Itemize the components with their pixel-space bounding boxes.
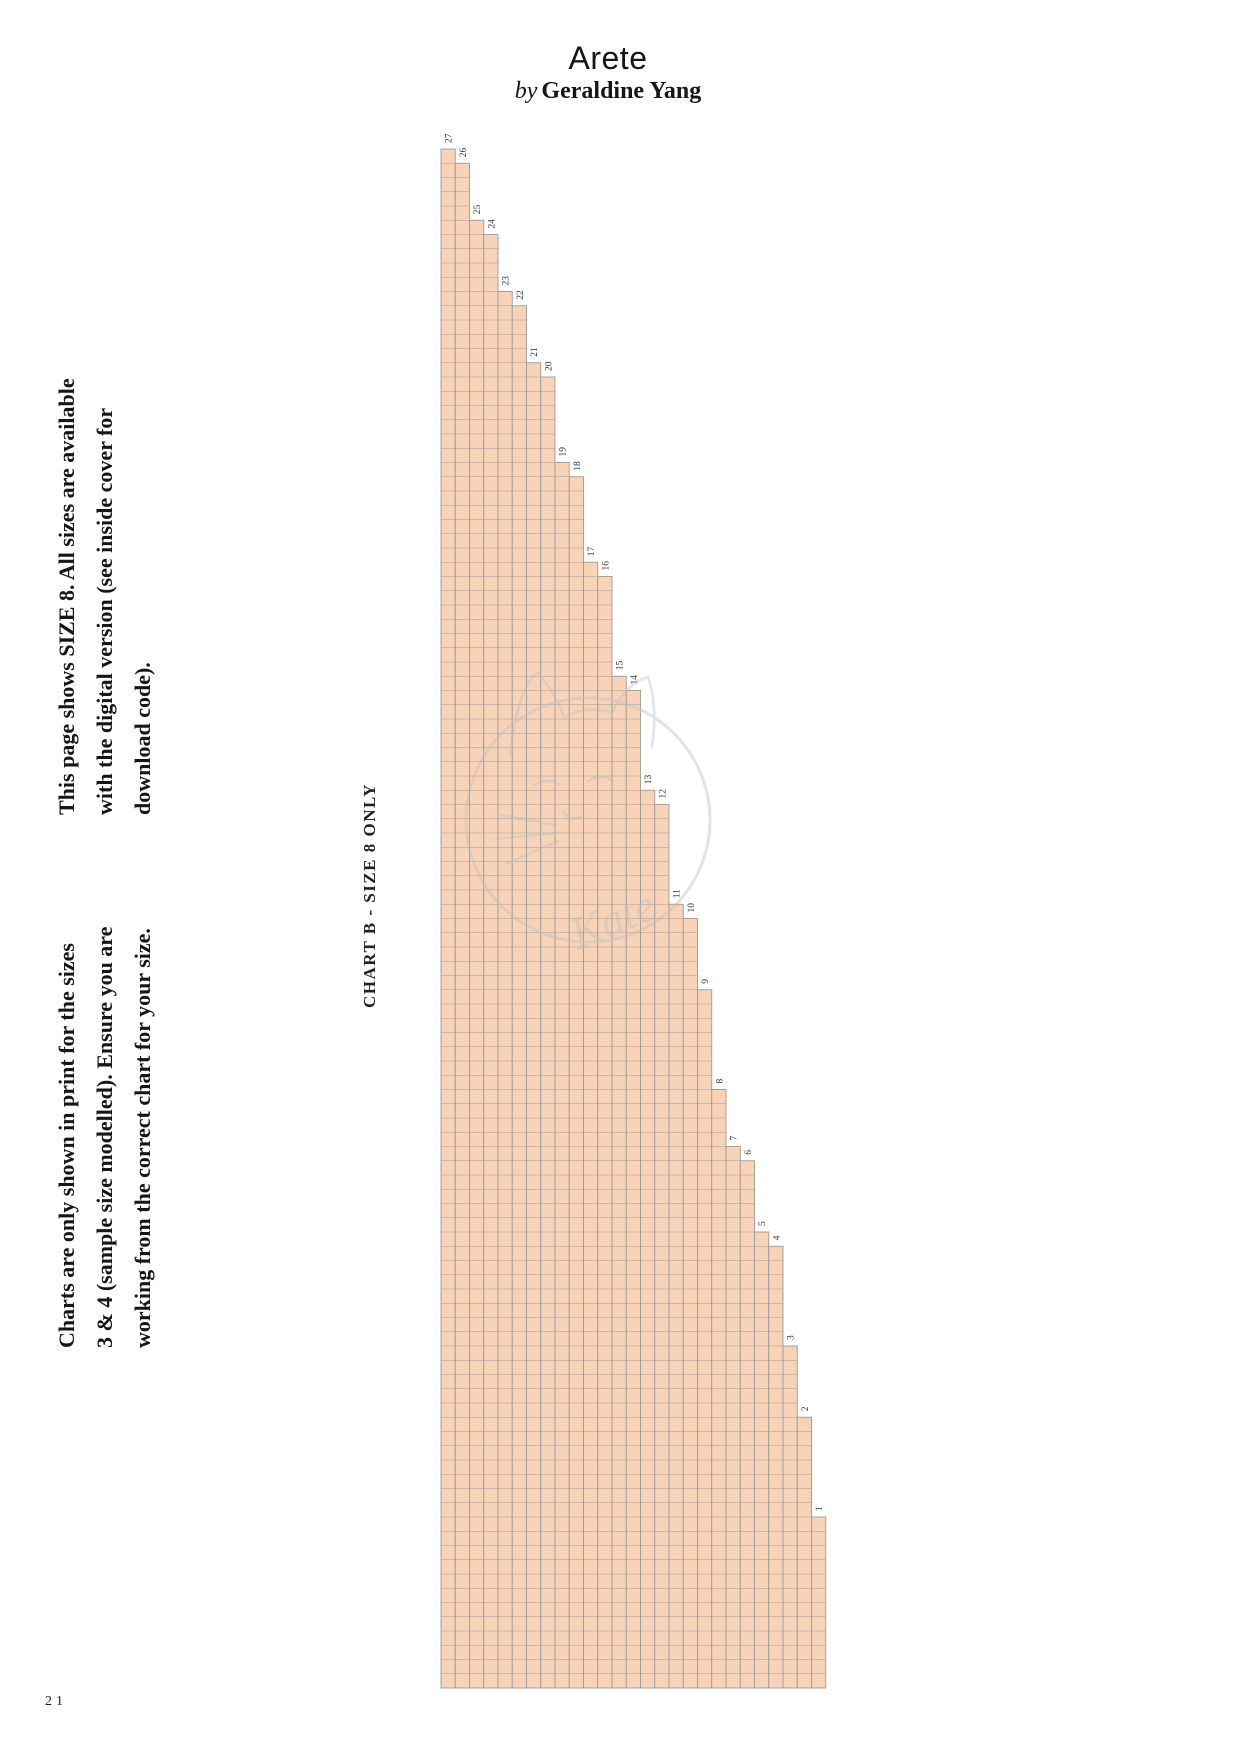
page-title: Arete bbox=[568, 40, 648, 76]
chart-grid-lines bbox=[612, 690, 627, 1675]
note-line: download code). bbox=[130, 662, 155, 815]
chart-grid-lines bbox=[597, 590, 612, 1675]
chart-grid-lines bbox=[455, 177, 470, 1675]
chart-column-label: 19 bbox=[559, 447, 569, 457]
chart-column bbox=[739, 1160, 755, 1689]
chart-column-label: 12 bbox=[658, 789, 668, 799]
chart-grid-lines bbox=[626, 704, 641, 1675]
note-line: with the digital version (see inside cov… bbox=[92, 407, 117, 815]
chart-column bbox=[668, 903, 684, 1689]
chart-caption: CHART B - SIZE 8 ONLY bbox=[360, 782, 379, 1008]
knitting-chart: 27 26 25 24 23 22 21 20 19 18 17 16 15 14 13 12 11 10 9 8 7 6… bbox=[433, 119, 835, 1704]
chart-column-label: 24 bbox=[487, 219, 497, 229]
chart-grid-lines bbox=[569, 490, 584, 1675]
chart-column-label: 5 bbox=[758, 1221, 768, 1226]
chart-grid-lines bbox=[555, 476, 570, 1675]
chart-column bbox=[469, 219, 485, 1689]
chart-grid-lines bbox=[512, 319, 527, 1675]
chart-column-label: 22 bbox=[516, 290, 526, 300]
chart-column bbox=[526, 362, 542, 1689]
byline-name: Geraldine Yang bbox=[541, 78, 702, 104]
chart-column-label: 18 bbox=[573, 461, 583, 471]
chart-grid-lines bbox=[669, 918, 684, 1675]
chart-column-label: 1 bbox=[815, 1506, 825, 1511]
chart-grid-lines bbox=[640, 804, 655, 1675]
note-line: 3 & 4 (sample size modelled). Ensure you… bbox=[92, 926, 117, 1348]
chart-column bbox=[611, 675, 627, 1689]
chart-column-label: 10 bbox=[687, 903, 697, 913]
chart-grid-lines bbox=[469, 234, 484, 1675]
byline-prefix: by bbox=[514, 78, 538, 104]
chart-grid-lines bbox=[498, 305, 513, 1675]
chart-grid-lines bbox=[783, 1359, 798, 1675]
chart-column-label: 8 bbox=[715, 1079, 725, 1084]
chart-grid-lines bbox=[797, 1431, 812, 1675]
note-line: This page shows SIZE 8. All sizes are av… bbox=[54, 378, 79, 815]
chart-column-label: 26 bbox=[459, 148, 469, 158]
chart-column-label: 11 bbox=[673, 889, 683, 898]
chart-column bbox=[568, 476, 584, 1689]
chart-column bbox=[697, 989, 713, 1689]
chart-column-label: 15 bbox=[616, 661, 626, 671]
chart-grid-lines bbox=[726, 1160, 741, 1675]
chart-column-label: 14 bbox=[630, 675, 640, 685]
chart-grid-lines bbox=[811, 1530, 826, 1675]
chart-column-label: 3 bbox=[787, 1335, 797, 1340]
byline: by Geraldine Yang bbox=[515, 78, 701, 105]
chart-column-label: 9 bbox=[701, 979, 711, 984]
chart-column-label: 13 bbox=[644, 775, 654, 785]
chart-column-label: 27 bbox=[445, 133, 455, 143]
chart-column-label: 6 bbox=[744, 1150, 754, 1155]
chart-column-label: 4 bbox=[772, 1235, 782, 1240]
chart-grid-lines bbox=[540, 390, 555, 1675]
chart-column bbox=[640, 789, 656, 1689]
note-line: Charts are only shown in print for the s… bbox=[54, 943, 79, 1348]
chart-grid-lines bbox=[754, 1245, 769, 1675]
note-print-sizes: Charts are only shown in print for the s… bbox=[48, 882, 162, 1348]
note-line: working from the correct chart for your … bbox=[130, 928, 155, 1348]
chart-column-label: 7 bbox=[730, 1136, 740, 1141]
note-size-availability: This page shows SIZE 8. All sizes are av… bbox=[48, 355, 162, 815]
chart-grid-lines bbox=[768, 1260, 783, 1675]
chart-grid-lines bbox=[483, 248, 498, 1675]
chart-column-label: 16 bbox=[601, 561, 611, 571]
chart-column bbox=[583, 561, 599, 1689]
chart-grid-lines bbox=[654, 818, 669, 1675]
chart-grid-lines bbox=[526, 376, 541, 1675]
chart-column bbox=[511, 305, 527, 1689]
chart-grid-lines bbox=[711, 1103, 726, 1675]
chart-column-label: 25 bbox=[473, 205, 483, 215]
chart-column-label: 17 bbox=[587, 547, 597, 557]
page-number: 21 bbox=[45, 1694, 67, 1709]
chart-column-label: 21 bbox=[530, 347, 540, 357]
chart-grid-lines bbox=[441, 162, 456, 1675]
chart-grid-lines bbox=[697, 1003, 712, 1675]
chart-column-label: 23 bbox=[502, 276, 512, 286]
chart-grid-lines bbox=[740, 1174, 755, 1675]
chart-column-label: 2 bbox=[801, 1406, 811, 1411]
chart-grid-lines bbox=[583, 576, 598, 1675]
chart-column bbox=[768, 1245, 784, 1689]
chart-column bbox=[454, 162, 470, 1689]
chart-column bbox=[796, 1416, 812, 1689]
chart-column-label: 20 bbox=[544, 361, 554, 371]
chart-grid-lines bbox=[683, 932, 698, 1675]
